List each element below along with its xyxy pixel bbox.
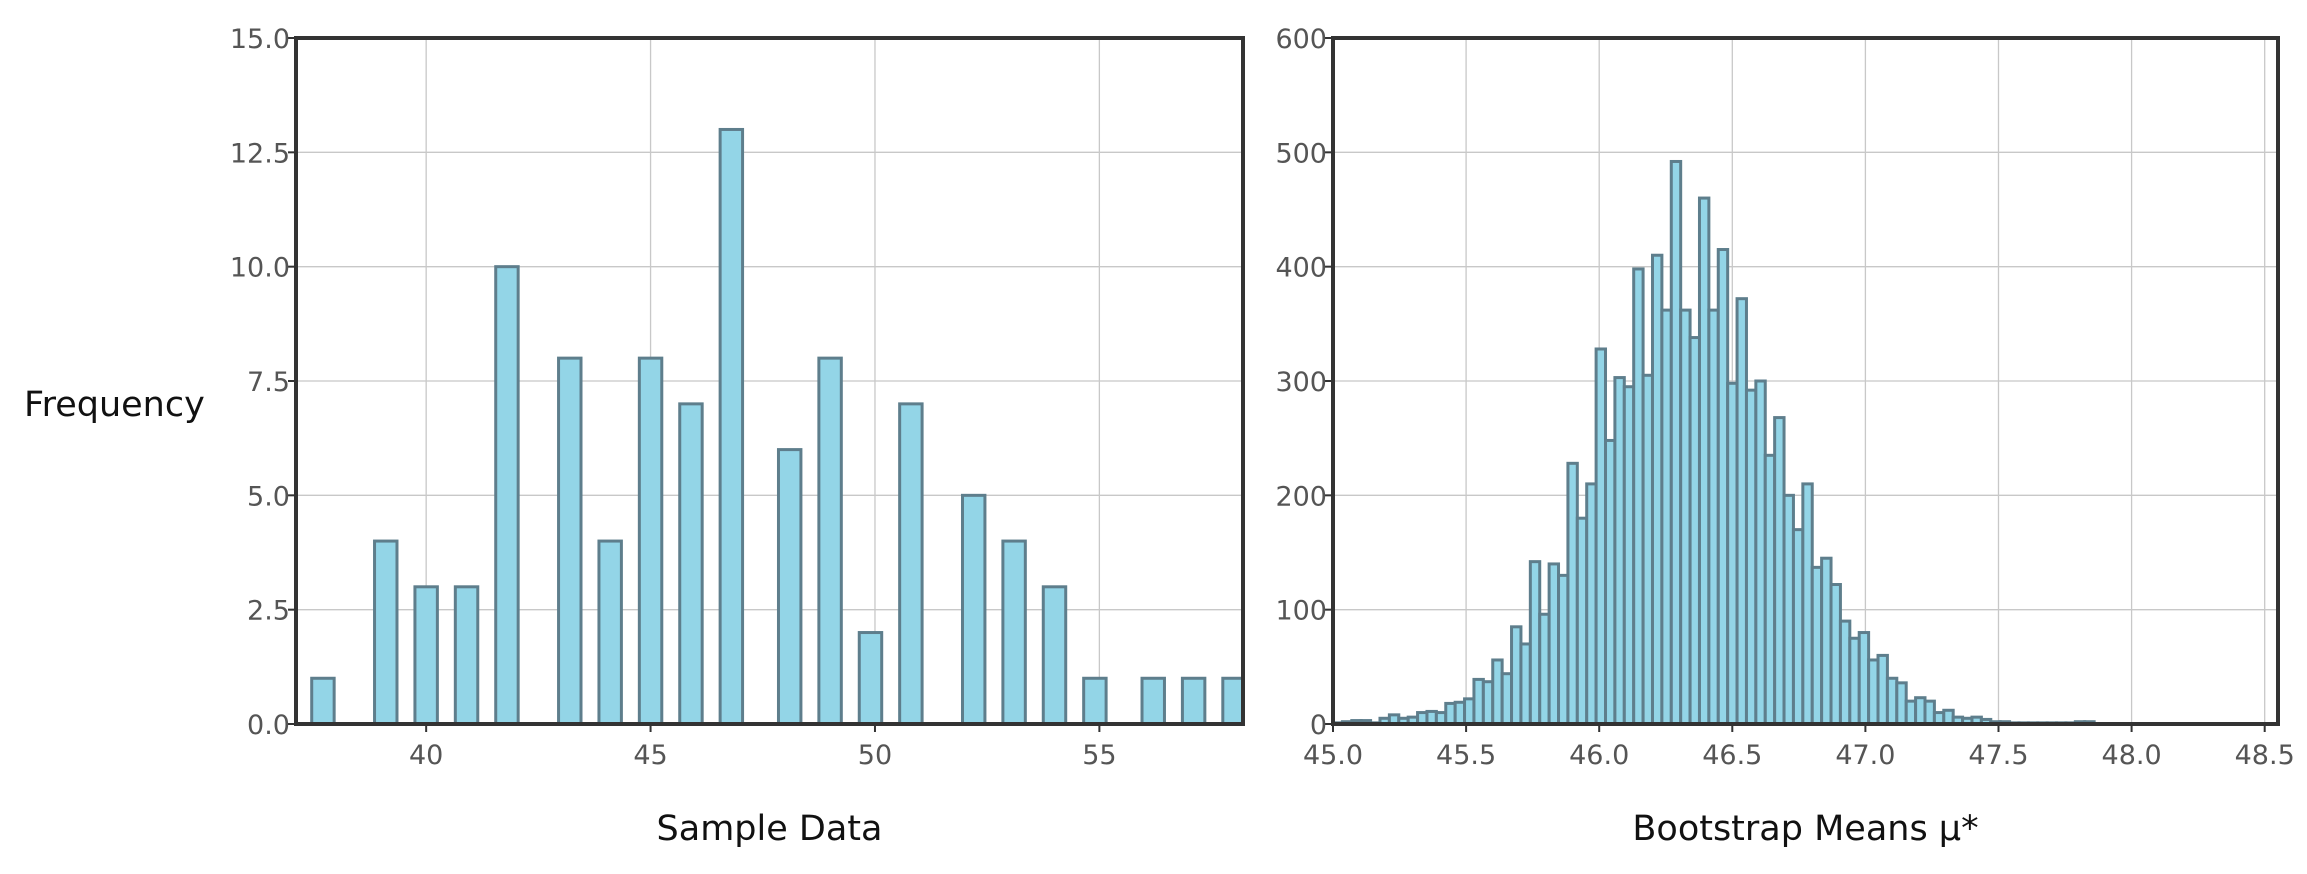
- sample-x-tick-label: 45: [633, 740, 667, 771]
- bootstrap-bars: [1331, 159, 2096, 726]
- sample-bar: [310, 676, 336, 726]
- sample-y-ticks: 0.0 2.5 5.0 7.5 10.0 12.5 15.0: [230, 24, 296, 741]
- sample-y-tick-label: 10.0: [230, 253, 290, 284]
- sample-bar: [857, 631, 884, 726]
- bootstrap-means-histogram: 45.0 45.5 46.0 46.5 47.0 47.5 48.0 48.5 0 100 200…: [1275, 24, 2294, 849]
- sample-x-axis-label: Sample Data: [657, 809, 883, 849]
- sample-bar: [453, 585, 480, 726]
- sample-bar: [1001, 539, 1027, 726]
- sample-y-tick-label: 7.5: [247, 367, 290, 398]
- sample-bars: [310, 127, 1245, 726]
- sample-y-tick-label: 0.0: [247, 710, 290, 741]
- bootstrap-y-tick-label: 300: [1275, 367, 1327, 398]
- sample-bar: [678, 402, 704, 726]
- sample-bar: [494, 265, 520, 726]
- sample-bar: [373, 539, 399, 726]
- bootstrap-x-tick-label: 48.0: [2102, 740, 2162, 771]
- bootstrap-x-axis-label: Bootstrap Means μ*: [1632, 809, 1978, 849]
- bootstrap-y-ticks: 0 100 200 300 400 500 600: [1275, 24, 1333, 741]
- sample-y-tick-label: 2.5: [247, 596, 290, 627]
- bootstrap-x-tick-label: 46.5: [1702, 740, 1762, 771]
- sample-y-tick-label: 12.5: [230, 138, 290, 169]
- sample-bar: [817, 356, 843, 726]
- sample-bar: [1180, 676, 1207, 726]
- sample-x-tick-label: 55: [1082, 740, 1116, 771]
- bootstrap-y-tick-label: 600: [1275, 24, 1327, 55]
- bootstrap-x-tick-label: 45.0: [1303, 740, 1363, 771]
- sample-bar: [718, 127, 745, 726]
- sample-bar: [597, 539, 623, 726]
- bootstrap-y-tick-label: 400: [1275, 253, 1327, 284]
- sample-bar: [637, 356, 664, 726]
- sample-bar: [776, 448, 803, 726]
- bootstrap-x-tick-label: 47.5: [1968, 740, 2028, 771]
- sample-data-histogram: 40 45 50 55 0.0 2.5 5.0 7.5 10.0 12.5 15.0 Sample…: [24, 24, 1245, 849]
- bootstrap-x-ticks: 45.0 45.5 46.0 46.5 47.0 47.5 48.0 48.5: [1303, 724, 2295, 771]
- sample-y-tick-label: 15.0: [230, 24, 290, 55]
- sample-bar: [1041, 585, 1068, 726]
- bootstrap-y-tick-label: 100: [1275, 596, 1327, 627]
- sample-x-ticks: 40 45 50 55: [409, 724, 1117, 771]
- bootstrap-x-tick-label: 46.0: [1569, 740, 1629, 771]
- bootstrap-x-tick-label: 47.0: [1835, 740, 1895, 771]
- sample-bar: [960, 493, 987, 726]
- sample-bar: [413, 585, 439, 726]
- sample-bar: [557, 356, 583, 726]
- sample-bar: [898, 402, 924, 726]
- sample-bar: [1221, 676, 1245, 726]
- bootstrap-y-tick-label: 0: [1310, 710, 1327, 741]
- sample-bar: [1082, 676, 1108, 726]
- bootstrap-y-tick-label: 200: [1275, 481, 1327, 512]
- sample-bar: [1140, 676, 1166, 726]
- bootstrap-y-tick-label: 500: [1275, 138, 1327, 169]
- bootstrap-x-tick-label: 48.5: [2235, 740, 2295, 771]
- sample-x-tick-label: 50: [858, 740, 892, 771]
- sample-y-axis-label: Frequency: [24, 385, 205, 425]
- sample-y-tick-label: 5.0: [247, 481, 290, 512]
- sample-x-tick-label: 40: [409, 740, 443, 771]
- bootstrap-x-tick-label: 45.5: [1436, 740, 1496, 771]
